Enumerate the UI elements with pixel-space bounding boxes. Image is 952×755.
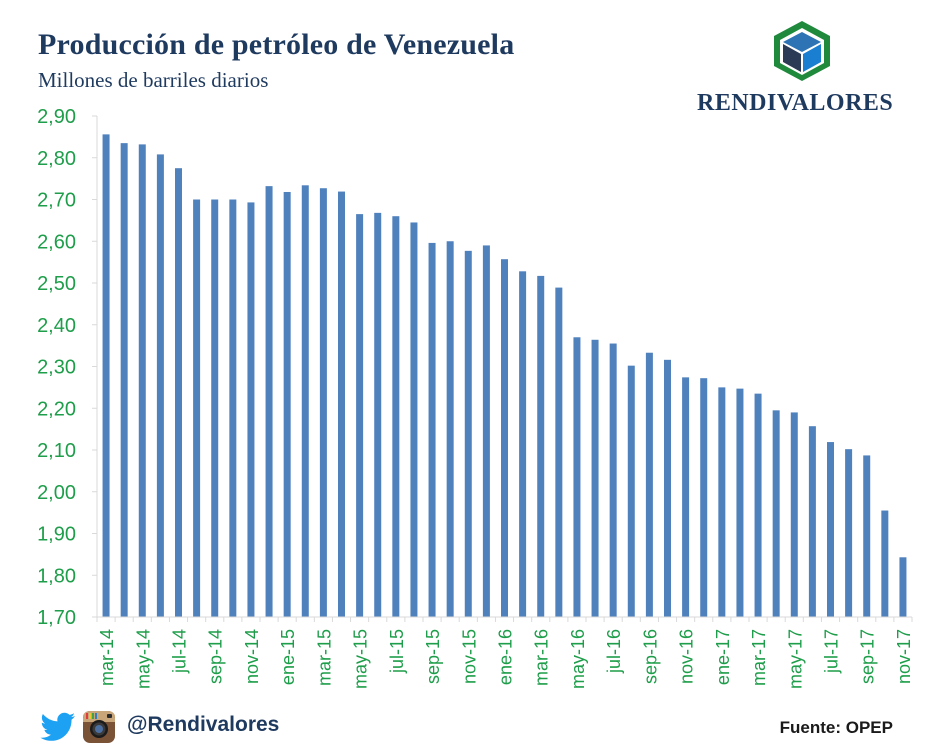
bar-sep-14 bbox=[211, 199, 219, 617]
bar-abr-14 bbox=[120, 143, 128, 617]
social-handle[interactable]: @Rendivalores bbox=[127, 713, 280, 736]
x-tick-label: nov-17 bbox=[894, 629, 914, 684]
bar-abr-16 bbox=[555, 287, 563, 617]
bar-ago-15 bbox=[410, 222, 418, 617]
bar-dic-15 bbox=[482, 245, 490, 618]
bar-jun-15 bbox=[374, 212, 382, 618]
x-tick-label: ene-17 bbox=[713, 629, 733, 685]
bar-ago-14 bbox=[193, 199, 201, 617]
bar-may-16 bbox=[573, 337, 581, 617]
bar-may-15 bbox=[356, 214, 364, 618]
y-tick-label: 2,60 bbox=[37, 231, 76, 253]
bar-ago-17 bbox=[845, 449, 853, 617]
bar-jun-17 bbox=[808, 426, 816, 617]
bar-feb-17 bbox=[736, 388, 744, 617]
twitter-icon[interactable] bbox=[40, 712, 76, 742]
y-tick-label: 2,40 bbox=[37, 315, 76, 337]
x-tick-label: sep-14 bbox=[206, 629, 226, 684]
x-tick-label: sep-15 bbox=[423, 629, 443, 684]
bar-mar-17 bbox=[754, 393, 762, 617]
rendivalores-logo-icon bbox=[774, 21, 830, 81]
bar-dic-14 bbox=[265, 186, 273, 617]
chart-title: Producción de petróleo de Venezuela bbox=[38, 28, 515, 61]
bar-jul-16 bbox=[609, 343, 617, 617]
y-tick-label: 2,90 bbox=[37, 106, 76, 128]
x-tick-label: mar-17 bbox=[749, 629, 769, 686]
x-tick-label: mar-16 bbox=[532, 629, 552, 686]
x-tick-label: sep-17 bbox=[858, 629, 878, 684]
bar-jul-14 bbox=[175, 168, 182, 617]
bar-nov-16 bbox=[682, 377, 690, 617]
y-tick-label: 2,20 bbox=[37, 398, 76, 420]
bar-oct-15 bbox=[446, 241, 454, 617]
bar-jun-16 bbox=[591, 339, 599, 617]
bar-mar-14 bbox=[102, 134, 110, 617]
bar-sep-16 bbox=[645, 352, 653, 617]
bars bbox=[102, 134, 907, 618]
y-tick-label: 2,10 bbox=[37, 440, 76, 462]
x-tick-label: may-17 bbox=[785, 629, 805, 689]
x-tick-label: jul-15 bbox=[387, 629, 407, 674]
bar-nov-17 bbox=[899, 557, 907, 617]
bar-jul-15 bbox=[392, 216, 400, 617]
brand-name: RENDIVALORES bbox=[697, 90, 894, 116]
bar-ago-16 bbox=[627, 365, 635, 617]
y-tick-label: 1,90 bbox=[37, 524, 76, 546]
x-tick-label: may-14 bbox=[133, 629, 153, 689]
x-tick-label: ene-16 bbox=[496, 629, 516, 685]
bar-feb-16 bbox=[519, 271, 527, 617]
bar-mar-15 bbox=[319, 188, 327, 618]
bar-abr-15 bbox=[338, 191, 345, 617]
bar-oct-16 bbox=[664, 359, 671, 617]
bar-sep-17 bbox=[863, 455, 871, 617]
bar-nov-15 bbox=[464, 250, 472, 618]
bar-ene-15 bbox=[283, 191, 291, 618]
x-tick-label: jul-14 bbox=[170, 629, 190, 674]
bar-may-17 bbox=[790, 412, 798, 617]
y-tick-label: 2,80 bbox=[37, 148, 76, 170]
y-axis: 1,70 1,80 1,90 2,00 2,10 2,20 2,30 2,40 2,50 2,60… bbox=[37, 106, 98, 629]
x-tick-label: ene-15 bbox=[278, 629, 298, 685]
x-tick-label: may-16 bbox=[568, 629, 588, 689]
chart-subtitle: Millones de barriles diarios bbox=[38, 68, 269, 92]
x-tick-label: nov-16 bbox=[677, 629, 697, 684]
bar-feb-15 bbox=[301, 185, 309, 617]
bar-may-14 bbox=[138, 144, 146, 617]
bar-sep-15 bbox=[428, 242, 436, 618]
instagram-icon[interactable] bbox=[82, 710, 116, 744]
bar-mar-16 bbox=[537, 275, 545, 617]
x-tick-label: jul-17 bbox=[822, 629, 842, 674]
x-tick-label: nov-14 bbox=[242, 629, 262, 684]
bar-ene-16 bbox=[501, 259, 508, 617]
bar-nov-14 bbox=[247, 202, 255, 618]
bar-dic-16 bbox=[700, 378, 708, 617]
y-tick-label: 1,70 bbox=[37, 607, 76, 629]
y-tick-label: 2,30 bbox=[37, 357, 76, 379]
x-tick-label: jul-16 bbox=[604, 629, 624, 674]
y-tick-label: 2,70 bbox=[37, 190, 76, 212]
data-source: Fuente: OPEP bbox=[779, 718, 893, 737]
bar-abr-17 bbox=[772, 410, 780, 617]
bar-oct-17 bbox=[881, 510, 889, 617]
bar-ene-17 bbox=[718, 387, 726, 617]
x-tick-label: may-15 bbox=[351, 629, 371, 689]
x-axis: mar-14 may-14 jul-14 sep-14 nov-14 ene-15 mar-… bbox=[96, 616, 914, 689]
bar-oct-14 bbox=[229, 199, 237, 617]
y-tick-label: 2,50 bbox=[37, 273, 76, 295]
bar-jul-17 bbox=[827, 442, 834, 617]
x-tick-label: sep-16 bbox=[640, 629, 660, 684]
y-tick-label: 1,80 bbox=[37, 565, 76, 587]
y-tick-label: 2,00 bbox=[37, 482, 76, 504]
bar-jun-14 bbox=[156, 154, 164, 617]
x-tick-label: mar-15 bbox=[314, 629, 334, 686]
x-tick-label: mar-14 bbox=[97, 629, 117, 686]
x-tick-label: nov-15 bbox=[459, 629, 479, 684]
